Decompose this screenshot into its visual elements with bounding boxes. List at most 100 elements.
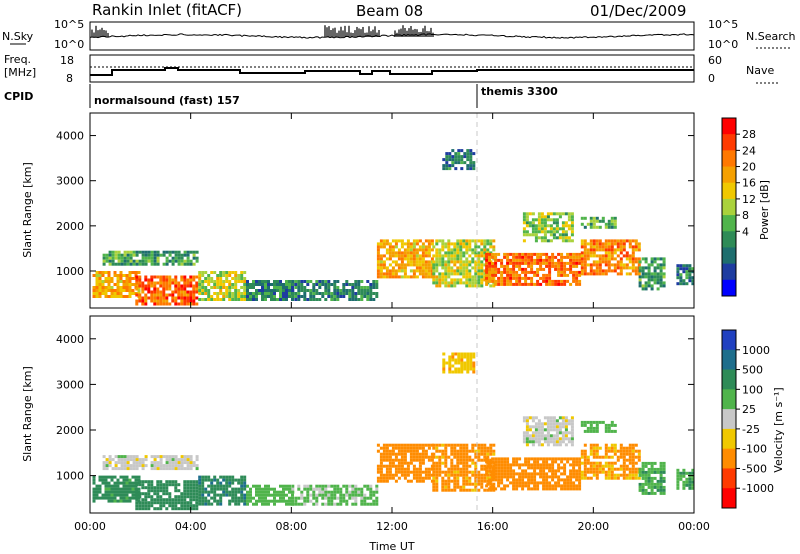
heatmap-cell xyxy=(462,272,466,276)
heatmap-cell xyxy=(477,281,481,285)
heatmap-cell xyxy=(542,475,546,479)
heatmap-cell xyxy=(457,358,461,362)
heatmap-cell xyxy=(228,286,232,289)
heatmap-cell xyxy=(95,493,99,497)
heatmap-cell xyxy=(569,457,573,461)
heatmap-cell xyxy=(551,472,555,476)
heatmap-cell xyxy=(533,472,537,476)
heatmap-cell xyxy=(415,455,419,459)
heatmap-cell xyxy=(138,504,142,508)
heatmap-cell xyxy=(409,248,413,252)
heatmap-cell xyxy=(512,469,516,473)
heatmap-cell xyxy=(515,258,519,262)
heatmap-cell xyxy=(491,472,495,476)
heatmap-cell xyxy=(153,489,157,493)
heatmap-cell xyxy=(563,273,567,277)
heatmap-cell xyxy=(595,452,599,456)
heatmap-cell xyxy=(522,434,526,438)
heatmap-cell xyxy=(240,295,244,298)
heatmap-cell xyxy=(637,257,641,261)
heatmap-cell xyxy=(198,490,202,494)
heatmap-cell xyxy=(527,475,531,479)
heatmap-cell xyxy=(622,254,626,258)
freq-label: Freq. xyxy=(4,53,31,66)
heatmap-cell xyxy=(488,252,492,256)
heatmap-cell xyxy=(451,358,455,362)
heatmap-cell xyxy=(494,282,498,286)
heatmap-cell xyxy=(117,461,121,465)
heatmap-cell xyxy=(270,289,273,292)
heatmap-cell xyxy=(531,419,535,423)
heatmap-cell xyxy=(601,269,605,273)
heatmap-cell xyxy=(488,255,492,259)
heatmap-cell xyxy=(397,248,401,252)
heatmap-cell xyxy=(382,476,386,480)
heatmap-cell xyxy=(489,473,493,477)
heatmap-cell xyxy=(183,501,187,505)
heatmap-cell xyxy=(107,481,111,485)
heatmap-cell xyxy=(258,289,261,292)
heatmap-cell xyxy=(144,299,148,303)
heatmap-cell xyxy=(572,457,576,461)
heatmap-cell xyxy=(183,275,187,279)
freq-strip-frame xyxy=(89,54,695,83)
heatmap-cell xyxy=(376,275,380,279)
heatmap-cell xyxy=(638,485,642,489)
heatmap-cell xyxy=(441,482,445,486)
heatmap-cell xyxy=(165,492,169,496)
heatmap-cell xyxy=(557,267,561,271)
heatmap-cell xyxy=(456,254,460,258)
heatmap-cell xyxy=(348,484,352,488)
heatmap-cell xyxy=(246,499,249,503)
heatmap-cell xyxy=(462,281,466,285)
heatmap-cell xyxy=(486,479,490,483)
heatmap-cell xyxy=(628,245,632,249)
heatmap-cell xyxy=(552,428,556,432)
heatmap-cell xyxy=(180,461,184,465)
heatmap-cell xyxy=(557,252,561,256)
heatmap-cell xyxy=(294,280,298,283)
heatmap-cell xyxy=(570,221,574,225)
heatmap-cell xyxy=(285,502,288,506)
heatmap-cell xyxy=(198,298,202,301)
heatmap-cell xyxy=(570,431,574,435)
heatmap-cell xyxy=(162,281,166,285)
heatmap-cell xyxy=(488,261,492,265)
heatmap-cell xyxy=(240,292,244,295)
heatmap-cell xyxy=(589,254,593,258)
heatmap-cell xyxy=(333,502,337,506)
heatmap-cell xyxy=(324,289,328,292)
heatmap-cell xyxy=(228,283,232,286)
heatmap-cell xyxy=(195,467,199,471)
heatmap-cell xyxy=(122,493,126,497)
heatmap-cell xyxy=(388,473,392,477)
heatmap-cell xyxy=(441,455,445,459)
heatmap-cell xyxy=(394,467,398,471)
heatmap-cell xyxy=(382,464,386,468)
heatmap-cell xyxy=(460,364,464,368)
heatmap-cell xyxy=(246,502,249,506)
heatmap-cell xyxy=(543,224,547,228)
heatmap-cell xyxy=(537,443,541,447)
heatmap-cell xyxy=(524,484,528,488)
heatmap-cell xyxy=(186,299,190,303)
heatmap-cell xyxy=(518,258,522,262)
heatmap-cell xyxy=(506,472,510,476)
heatmap-cell xyxy=(592,449,596,453)
heatmap-cell xyxy=(198,478,202,482)
heatmap-cell xyxy=(474,476,478,480)
heatmap-cell xyxy=(462,446,466,450)
heatmap-cell xyxy=(159,253,163,257)
heatmap-cell xyxy=(515,478,519,482)
heatmap-cell xyxy=(415,473,419,477)
heatmap-cell xyxy=(530,457,534,461)
heatmap-cell xyxy=(279,295,282,298)
heatmap-cell xyxy=(92,490,96,494)
heatmap-cell xyxy=(688,267,692,271)
heatmap-cell xyxy=(552,218,556,222)
heatmap-cell xyxy=(456,461,460,465)
heatmap-cell xyxy=(564,239,568,243)
heatmap-cell xyxy=(102,259,106,263)
heatmap-cell xyxy=(424,272,428,276)
heatmap-cell xyxy=(598,420,602,424)
